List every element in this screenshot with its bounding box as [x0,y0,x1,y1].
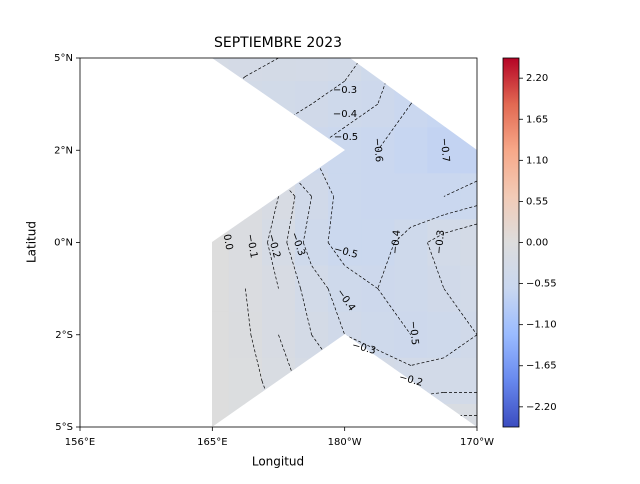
contour-label: −0.1 [244,233,259,259]
x-tick-label: 180°W [328,437,362,448]
field-cell [228,357,263,405]
field-cell [328,357,362,405]
field-cell [328,219,362,267]
colorbar [502,57,520,428]
field-cell [460,265,477,313]
field-cell [427,311,461,359]
x-tick-label: 165°E [197,437,227,448]
field-cell [295,127,329,174]
y-tick-label: 0°N [54,238,73,249]
field-cell [228,173,263,220]
field-cell [394,127,428,174]
x-tick-label: 170°W [460,437,494,448]
field-cell [295,81,329,128]
field-cell [228,127,263,174]
field-cell [295,219,329,267]
colorbar-tick-label: 1.10 [526,155,548,166]
field-cell [228,311,263,359]
colorbar-tick-label: −2.20 [526,402,557,413]
field-cell [427,81,461,128]
colorbar-tick-label: 0.55 [526,196,548,207]
y-tick-label: 5°N [54,53,73,64]
field-cell [212,173,230,220]
field-cell [261,265,296,313]
x-tick-label: 156°E [65,437,95,448]
contour-label: −0.3 [434,229,447,254]
field-cell [328,81,362,128]
field-cell [228,219,263,267]
field-cell [361,127,395,174]
chart-title: SEPTIEMBRE 2023 [214,35,342,51]
field-cell [261,81,296,128]
contour-label: −0.4 [390,229,403,254]
y-tick-label: 5°S [55,422,73,433]
field-cell [460,311,477,359]
field-cell [295,265,329,313]
contour-label: −0.6 [371,137,384,162]
field-cell [261,127,296,174]
field-cell [328,173,362,220]
field-cell [212,127,230,174]
colorbar-tick-label: 2.20 [526,73,548,84]
field-cell [427,127,461,174]
colorbar-tick-label: 0.00 [526,238,548,249]
colorbar-tick-label: −1.10 [526,320,557,331]
field-cell [212,81,230,128]
field-cell [361,219,395,267]
field-cell [427,357,461,405]
contour-label: −0.5 [407,320,420,345]
y-tick-label: 2°N [54,145,73,156]
field-cell [460,357,477,405]
contour-label: 0.0 [221,233,235,251]
field-cell [361,173,395,220]
field-cell [261,357,296,405]
field-cell [295,58,329,82]
field-cell [328,58,362,82]
field-cell [394,265,428,313]
field [212,58,477,427]
contour-label: −0.4 [333,109,357,120]
colorbar-tick-label: −1.65 [526,361,557,372]
field-cell [295,357,329,405]
colorbar-tick-label: −0.55 [526,279,557,290]
colorbar-tick-label: 1.65 [526,114,548,125]
field-cell [212,357,230,405]
contour-label: −0.7 [438,137,451,162]
field-cell [394,173,428,220]
field-cell [212,265,230,313]
field-cell [212,311,230,359]
contour-label: −0.5 [334,132,358,143]
contour-label: −0.3 [333,85,357,96]
field-cell [361,81,395,128]
field-cell [460,173,477,220]
field-cell [361,357,395,405]
x-axis-label: Longitud [252,455,304,469]
y-tick-label: 2°S [55,330,73,341]
field-cell [460,219,477,267]
y-axis-label: Latitud [25,221,39,263]
field-cell [261,58,296,82]
field-cell [228,81,263,128]
